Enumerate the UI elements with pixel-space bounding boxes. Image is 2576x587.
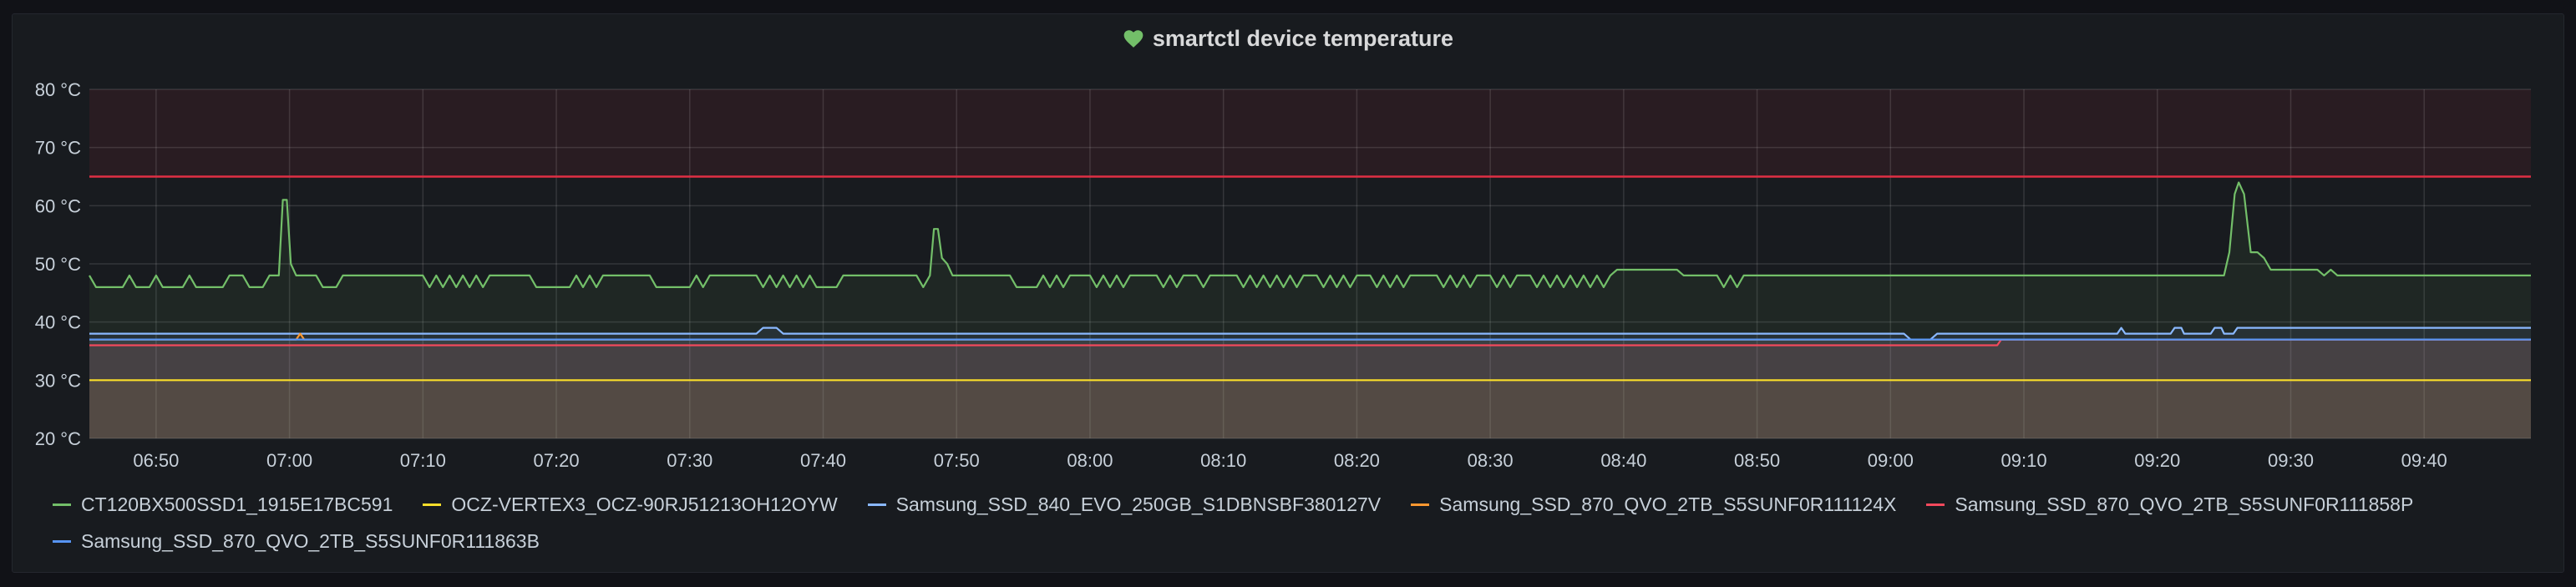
y-tick-label: 20 °C xyxy=(35,428,81,449)
series-fill xyxy=(89,339,2531,438)
legend-label[interactable]: Samsung_SSD_870_QVO_2TB_S5SUNF0R111858P xyxy=(1955,493,2414,515)
legend-label[interactable]: CT120BX500SSD1_1915E17BC591 xyxy=(81,493,393,515)
heart-icon xyxy=(1123,30,1143,48)
series-line xyxy=(89,181,2531,288)
legend-item[interactable]: CT120BX500SSD1_1915E17BC591 xyxy=(53,490,393,519)
series-line xyxy=(89,326,2531,341)
legend-swatch xyxy=(867,503,886,506)
legend-swatch xyxy=(53,503,71,506)
y-tick-label: 70 °C xyxy=(35,138,81,159)
y-tick-label: 50 °C xyxy=(35,254,81,275)
x-tick-label: 09:40 xyxy=(2401,450,2447,471)
x-tick-label: 08:00 xyxy=(1067,450,1113,471)
legend-swatch xyxy=(1926,503,1945,506)
legend-label[interactable]: Samsung_SSD_840_EVO_250GB_S1DBNSBF380127… xyxy=(895,493,1382,515)
legend-item[interactable]: Samsung_SSD_870_QVO_2TB_S5SUNF0R111124X xyxy=(1411,490,1896,519)
temperature-chart[interactable]: 20 °C 30 °C 40 °C 50 °C 60 °C 70 °C 80 °C 06:50… xyxy=(13,14,2563,482)
series-fill xyxy=(89,333,2531,438)
x-tick-label: 09:10 xyxy=(2001,450,2047,471)
x-tick-label: 09:00 xyxy=(1868,450,1914,471)
chart-legend: CT120BX500SSD1_1915E17BC591 OCZ-VERTEX3_O… xyxy=(53,490,2542,555)
x-tick-label: 06:50 xyxy=(133,450,179,471)
x-tick-label: 08:20 xyxy=(1334,450,1380,471)
panel-title[interactable]: smartctl device temperature xyxy=(1152,25,1454,51)
legend-item[interactable]: Samsung_SSD_870_QVO_2TB_S5SUNF0R111858P xyxy=(1926,490,2413,519)
series-fill xyxy=(89,327,2531,438)
x-tick-label: 08:40 xyxy=(1600,450,1646,471)
legend-item[interactable]: Samsung_SSD_840_EVO_250GB_S1DBNSBF380127… xyxy=(867,490,1382,519)
legend-swatch xyxy=(1411,503,1430,506)
x-tick-label: 07:30 xyxy=(667,450,712,471)
y-tick-label: 80 °C xyxy=(35,79,81,100)
x-tick-label: 07:40 xyxy=(800,450,846,471)
x-tick-label: 07:00 xyxy=(266,450,312,471)
x-tick-label: 09:30 xyxy=(2268,450,2314,471)
panel-header[interactable]: smartctl device temperature xyxy=(13,14,2563,63)
threshold-region xyxy=(89,89,2531,177)
series-fill xyxy=(89,339,2531,438)
x-tick-label: 08:50 xyxy=(1734,450,1780,471)
x-tick-label: 07:10 xyxy=(400,450,446,471)
graph-panel: smartctl device temperature 20 °C 30 °C 40… xyxy=(12,13,2564,573)
legend-label[interactable]: Samsung_SSD_870_QVO_2TB_S5SUNF0R111863B xyxy=(81,530,540,552)
x-tick-label: 08:30 xyxy=(1468,450,1514,471)
legend-label[interactable]: Samsung_SSD_870_QVO_2TB_S5SUNF0R111124X xyxy=(1439,493,1897,515)
y-tick-label: 30 °C xyxy=(35,370,81,391)
x-tick-label: 08:10 xyxy=(1200,450,1246,471)
y-tick-label: 40 °C xyxy=(35,312,81,333)
legend-item[interactable]: Samsung_SSD_870_QVO_2TB_S5SUNF0R111863B xyxy=(53,527,540,555)
y-tick-label: 60 °C xyxy=(35,195,81,216)
legend-swatch xyxy=(423,503,442,506)
legend-swatch xyxy=(53,539,71,543)
x-tick-label: 09:20 xyxy=(2134,450,2180,471)
series-fill xyxy=(89,380,2531,438)
series-fill xyxy=(89,182,2531,438)
x-tick-label: 07:50 xyxy=(934,450,980,471)
legend-label[interactable]: OCZ-VERTEX3_OCZ-90RJ51213OH12OYW xyxy=(451,493,838,515)
x-tick-label: 07:20 xyxy=(534,450,580,471)
legend-item[interactable]: OCZ-VERTEX3_OCZ-90RJ51213OH12OYW xyxy=(423,490,838,519)
